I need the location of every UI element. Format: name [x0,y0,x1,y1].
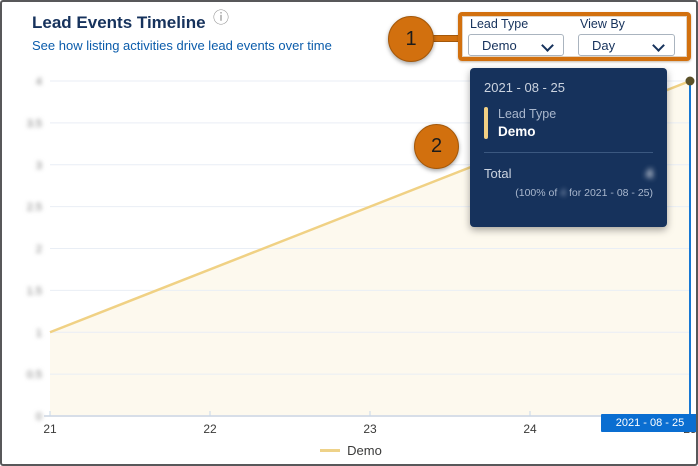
chart-tooltip: 2021 - 08 - 25 Lead Type Demo Total 4 (1… [470,68,667,227]
page-subtitle: See how listing activities drive lead ev… [32,38,332,53]
tooltip-breakdown: (100% of 4 for 2021 - 08 - 25) [484,187,653,199]
info-icon[interactable]: ⓘ [213,10,230,27]
tooltip-breakdown-suffix: for 2021 - 08 - 25) [568,187,653,199]
y-axis-label: 2 [36,244,42,256]
chevron-down-icon [652,39,665,52]
x-axis-label: 22 [203,422,217,436]
view-by-label: View By [580,17,625,31]
lead-type-label: Lead Type [470,17,529,31]
callout-step-1: 1 [388,16,434,62]
callout-1-connector [430,35,460,42]
y-axis-label: 4 [36,76,42,88]
callout-2-number: 2 [430,135,443,157]
filters-highlight-box [458,12,691,61]
y-axis-label: 1 [36,327,42,339]
tooltip-total-value-redacted: 4 [645,166,653,181]
y-axis-label: 3.5 [27,118,42,130]
series-color-bar [484,107,488,139]
x-axis-label: 23 [363,422,377,436]
y-axis-label: 1.5 [27,285,42,297]
y-axis-label: 2.5 [27,202,42,214]
tooltip-total-row: Total 4 [484,166,653,181]
tooltip-date: 2021 - 08 - 25 [484,80,565,95]
chart-legend: Demo [2,443,696,458]
view-by-value: Day [592,37,616,53]
x-axis-hover-badge: 2021 - 08 - 25 [601,414,696,432]
tooltip-series-value: Demo [498,124,536,139]
legend-label: Demo [347,443,382,458]
tooltip-breakdown-value-redacted: 4 [560,187,567,199]
y-axis-label: 0.5 [27,369,42,381]
y-axis-label: 0 [36,411,42,423]
legend-item-demo[interactable]: Demo [320,443,382,458]
chevron-down-icon [541,39,554,52]
callout-1-number: 1 [405,27,417,50]
tooltip-divider [484,152,653,153]
x-axis-label: 21 [43,422,57,436]
legend-line-swatch [320,449,341,452]
tooltip-breakdown-prefix: (100% of [515,187,558,199]
page-title: Lead Events Timeline [32,13,206,32]
x-axis-label: 24 [523,422,537,436]
tooltip-series-row: Lead Type Demo [484,107,653,139]
view-by-select[interactable]: Day [578,34,675,56]
lead-type-value: Demo [482,37,517,53]
y-axis-label: 3 [36,160,42,172]
tooltip-total-label: Total [484,166,512,181]
tooltip-series-label: Lead Type [498,107,557,121]
callout-step-2: 2 [414,124,459,169]
data-point-marker[interactable] [685,76,695,86]
lead-type-select[interactable]: Demo [468,34,564,56]
